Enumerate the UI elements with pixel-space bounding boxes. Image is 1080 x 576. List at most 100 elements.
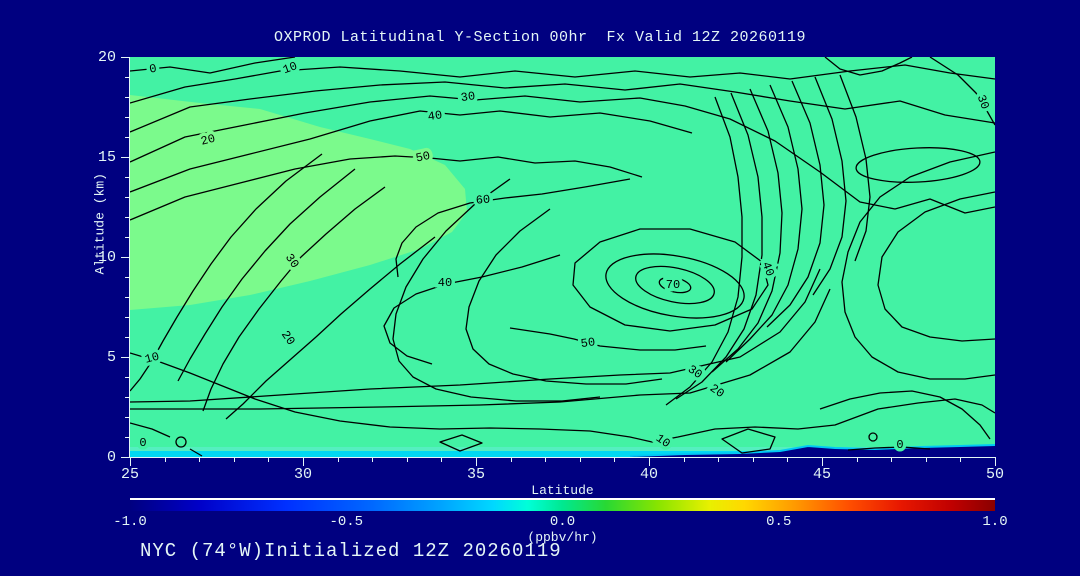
x-minor-tick	[372, 458, 374, 462]
y-minor-tick	[125, 337, 129, 338]
x-minor-tick	[545, 458, 547, 462]
bottom-band-0	[130, 447, 995, 451]
y-tick-label: 20	[97, 49, 116, 66]
x-major-tick	[995, 458, 996, 466]
contour-line-19	[711, 88, 783, 373]
colorbar-tick-label: -0.5	[329, 514, 364, 530]
x-minor-tick	[891, 458, 893, 462]
colorbar-tick-label: 0.5	[766, 514, 792, 530]
x-minor-tick	[614, 458, 616, 462]
bottom-band-1	[130, 451, 995, 457]
contour-line-21	[766, 80, 825, 328]
contour-label-5: 50	[415, 149, 432, 166]
x-minor-tick	[164, 458, 166, 462]
y-tick-label: 0	[106, 449, 116, 466]
contour-label-12: 70	[666, 278, 680, 292]
contour-line-16	[129, 153, 323, 392]
y-minor-tick	[125, 297, 129, 298]
colorbar-tick-label: -1.0	[113, 514, 147, 530]
y-axis-line	[129, 57, 130, 458]
contour-line-4	[929, 56, 996, 126]
x-minor-tick	[683, 458, 685, 462]
y-major-tick	[121, 257, 129, 258]
colorbar	[130, 498, 995, 511]
y-minor-tick	[125, 177, 129, 178]
x-minor-tick	[406, 458, 408, 462]
contour-line-3	[129, 95, 996, 214]
negative-region-edge	[629, 444, 996, 457]
y-minor-tick	[125, 77, 129, 78]
contour-line-22	[812, 76, 847, 296]
contour-line-9	[465, 208, 663, 385]
contour-line-7	[129, 155, 643, 221]
x-tick-label: 50	[985, 466, 1004, 483]
contour-line-12	[509, 327, 707, 351]
contour-label-3: 30	[460, 89, 476, 105]
contour-line-14	[202, 186, 386, 412]
y-minor-tick	[125, 277, 129, 278]
contour-line-2	[129, 81, 996, 133]
contour-line-31	[439, 434, 483, 452]
contour-line-34	[189, 448, 203, 457]
x-minor-tick	[337, 458, 339, 462]
contour-line-13	[177, 168, 356, 382]
y-minor-tick	[125, 217, 129, 218]
contour-line-32	[721, 428, 776, 454]
y-minor-tick	[125, 317, 129, 318]
x-major-tick	[649, 458, 650, 466]
contour-ellipse-0	[658, 276, 692, 294]
y-minor-tick	[125, 137, 129, 138]
x-minor-tick	[233, 458, 235, 462]
contour-line-35	[847, 446, 931, 451]
y-minor-tick	[125, 117, 129, 118]
contour-line-27	[819, 390, 991, 440]
y-minor-tick	[125, 397, 129, 398]
contour-line-26	[877, 191, 996, 342]
contour-line-5	[824, 56, 913, 76]
y-minor-tick	[125, 197, 129, 198]
contour-ellipse-2	[605, 253, 745, 319]
x-tick-label: 30	[293, 466, 312, 483]
contour-label-19: 0	[896, 438, 903, 452]
colorbar-tick-label: 0.0	[549, 514, 576, 530]
init-annotation: NYC (74°W)Initialized 12Z 20260119	[140, 540, 562, 562]
x-minor-tick	[718, 458, 720, 462]
contour-ellipse-3	[855, 147, 981, 183]
x-minor-tick	[199, 458, 201, 462]
contour-line-24	[572, 228, 769, 332]
colorbar-labels: -1.0 -0.5 0.0 0.5 1.0	[113, 514, 1007, 530]
y-major-tick	[121, 57, 129, 58]
y-major-tick	[121, 157, 129, 158]
contour-label-10: 40	[438, 276, 452, 290]
y-minor-tick	[125, 97, 129, 98]
contour-line-25	[841, 151, 996, 380]
x-axis-line	[129, 457, 996, 458]
x-major-tick	[476, 458, 477, 466]
contour-line-30	[129, 352, 996, 443]
contour-line-10	[392, 178, 601, 402]
x-minor-tick	[441, 458, 443, 462]
x-tick-label: 35	[466, 466, 485, 483]
contour-line-11	[383, 254, 561, 365]
contour-line-33	[129, 422, 171, 438]
x-tick-label: 40	[639, 466, 658, 483]
x-minor-tick	[856, 458, 858, 462]
x-tick-label: 25	[120, 466, 139, 483]
x-axis-title: Latitude	[531, 483, 594, 498]
contour-line-1	[129, 64, 996, 104]
colorbar-gradient	[130, 500, 995, 511]
contour-line-0	[129, 56, 296, 74]
plot-area: 0 10 20 30 40 50 60 30 20 10 40 50 70 40 30 20 10 30 0 0	[129, 56, 996, 457]
x-minor-tick	[925, 458, 927, 462]
y-minor-tick	[125, 417, 129, 418]
contour-label-4: 40	[427, 108, 443, 124]
x-major-tick	[822, 458, 823, 466]
contour-ellipse-4	[175, 436, 187, 448]
contour-line-29	[130, 288, 831, 410]
contour-label-6: 60	[475, 193, 491, 208]
x-minor-tick	[579, 458, 581, 462]
contour-line-20	[725, 84, 803, 363]
chart-title: OXPROD Latitudinal Y-Section 00hr Fx Val…	[273, 29, 807, 46]
x-minor-tick	[787, 458, 789, 462]
